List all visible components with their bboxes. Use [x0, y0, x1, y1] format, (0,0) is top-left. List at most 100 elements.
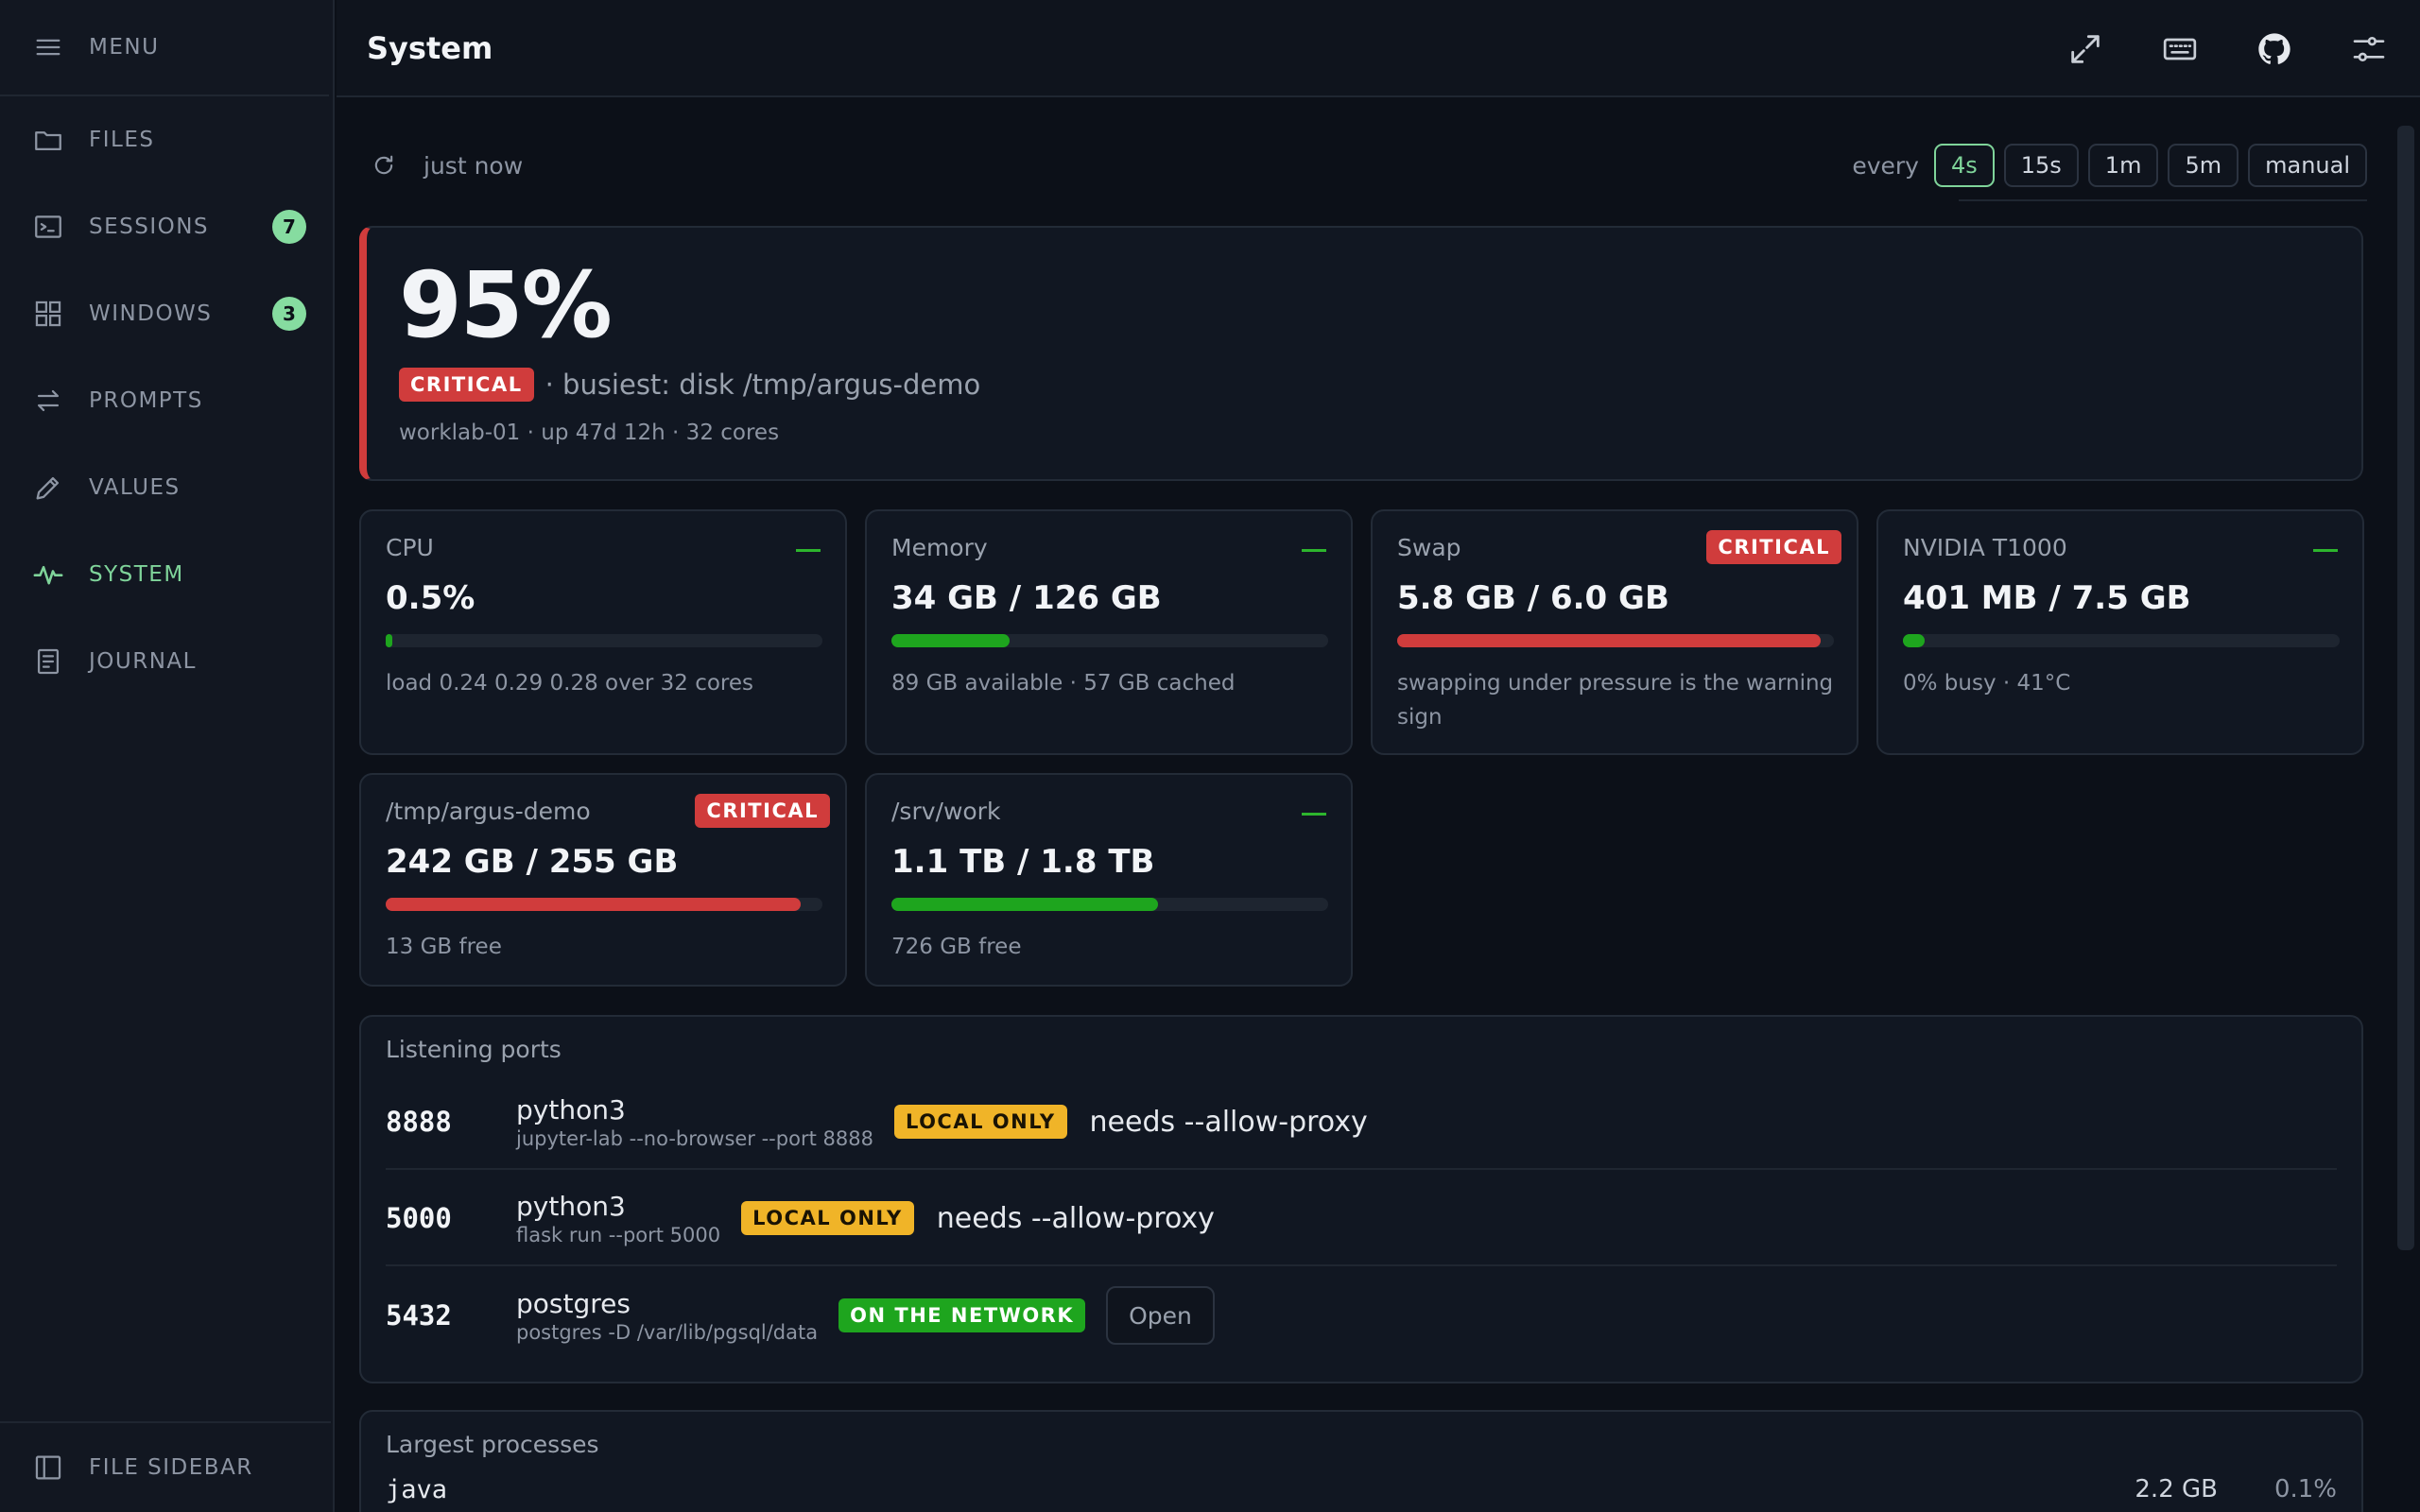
- sidebar-item-label: PROMPTS: [89, 388, 203, 413]
- github-icon[interactable]: [2256, 30, 2293, 68]
- panel-title: Listening ports: [386, 1036, 562, 1063]
- process-name: python3: [516, 1093, 626, 1125]
- card-value: 34 GB / 126 GB: [891, 579, 1162, 617]
- sidebar-item-values[interactable]: VALUES: [0, 459, 331, 516]
- usage-bar-fill: [891, 898, 1158, 911]
- usage-bar-fill: [386, 634, 393, 647]
- journal-icon: [32, 645, 64, 678]
- file-sidebar-label: FILE SIDEBAR: [89, 1455, 253, 1480]
- pencil-icon: [32, 472, 64, 504]
- sidebar-item-label: WINDOWS: [89, 301, 213, 326]
- status-badge: CRITICAL: [399, 368, 534, 402]
- sidebar-item-sessions[interactable]: SESSIONS 7: [0, 198, 331, 255]
- card-note: swapping under pressure is the warning s…: [1397, 671, 1834, 730]
- port-number: 5432: [386, 1299, 452, 1332]
- process-name: java: [386, 1474, 448, 1504]
- menu-toggle[interactable]: MENU: [0, 0, 329, 96]
- sidebar-item-files[interactable]: FILES: [0, 112, 331, 168]
- folder-icon: [32, 124, 64, 156]
- interval-divider: [1959, 199, 2367, 201]
- memory-card: Memory 34 GB / 126 GB 89 GB available · …: [865, 509, 1353, 755]
- top-bar: System: [337, 0, 2420, 97]
- ok-status-indicator: [1302, 549, 1326, 552]
- sidebar-item-label: SYSTEM: [89, 562, 184, 587]
- port-row: 8888 python3 jupyter-lab --no-browser --…: [386, 1075, 2337, 1170]
- interval-4s-button[interactable]: 4s: [1933, 144, 1995, 187]
- usage-bar: [386, 898, 822, 911]
- main-content: just now every 4s 15s 1m 5m manual 95% C…: [337, 99, 2420, 1512]
- usage-bar: [386, 634, 822, 647]
- card-title: /tmp/argus-demo: [386, 798, 591, 825]
- usage-bar-fill: [1397, 634, 1822, 647]
- ok-status-indicator: [796, 549, 821, 552]
- port-note: needs --allow-proxy: [1089, 1105, 1368, 1139]
- overall-usage-percent: 95%: [399, 252, 613, 358]
- process-command: flask run --port 5000: [516, 1223, 721, 1246]
- largest-processes-panel: Largest processes java 2.2 GB 0.1%: [359, 1410, 2363, 1512]
- gpu-card: NVIDIA T1000 401 MB / 7.5 GB 0% busy · 4…: [1876, 509, 2364, 755]
- card-value: 5.8 GB / 6.0 GB: [1397, 579, 1669, 617]
- disk-work-card: /srv/work 1.1 TB / 1.8 TB 726 GB free: [865, 773, 1353, 987]
- system-summary-card: 95% CRITICAL · busiest: disk /tmp/argus-…: [359, 226, 2363, 481]
- refresh-bar: just now every 4s 15s 1m 5m manual: [357, 139, 2367, 201]
- scrollbar-thumb[interactable]: [2397, 126, 2414, 1250]
- card-note: load 0.24 0.29 0.28 over 32 cores: [386, 671, 754, 696]
- sidebar-item-windows[interactable]: WINDOWS 3: [0, 285, 331, 342]
- sidebar-item-prompts[interactable]: PROMPTS: [0, 372, 331, 429]
- card-value: 242 GB / 255 GB: [386, 843, 679, 881]
- interval-5m-button[interactable]: 5m: [2168, 144, 2239, 187]
- expand-icon[interactable]: [2066, 30, 2104, 68]
- keyboard-icon[interactable]: [2161, 30, 2199, 68]
- listening-ports-panel: Listening ports 8888 python3 jupyter-lab…: [359, 1015, 2363, 1383]
- open-port-button[interactable]: Open: [1106, 1286, 1215, 1345]
- card-value: 1.1 TB / 1.8 TB: [891, 843, 1155, 881]
- swap-card: Swap CRITICAL 5.8 GB / 6.0 GB swapping u…: [1371, 509, 1858, 755]
- usage-bar: [1903, 634, 2340, 647]
- usage-bar: [1397, 634, 1834, 647]
- status-badge: CRITICAL: [695, 794, 830, 828]
- file-sidebar-toggle[interactable]: FILE SIDEBAR: [0, 1421, 331, 1512]
- card-title: Swap: [1397, 534, 1461, 561]
- busiest-resource: · busiest: disk /tmp/argus-demo: [544, 369, 981, 401]
- windows-count-badge: 3: [272, 297, 306, 331]
- terminal-icon: [32, 211, 64, 243]
- card-note: 0% busy · 41°C: [1903, 671, 2071, 696]
- interval-15s-button[interactable]: 15s: [2003, 144, 2079, 187]
- exposure-badge: LOCAL ONLY: [741, 1201, 914, 1235]
- panel-title: Largest processes: [386, 1431, 599, 1458]
- process-memory: 2.2 GB: [2135, 1475, 2218, 1503]
- usage-bar-fill: [1903, 634, 1926, 647]
- card-title: NVIDIA T1000: [1903, 534, 2067, 561]
- sidebar-panel-icon: [32, 1452, 64, 1484]
- sidebar-item-label: JOURNAL: [89, 649, 197, 674]
- card-note: 89 GB available · 57 GB cached: [891, 671, 1236, 696]
- card-title: /srv/work: [891, 798, 1001, 825]
- process-cpu: 0.1%: [2273, 1475, 2337, 1503]
- grid-icon: [32, 298, 64, 330]
- ok-status-indicator: [1302, 813, 1326, 816]
- sidebar-item-journal[interactable]: JOURNAL: [0, 633, 331, 690]
- interval-1m-button[interactable]: 1m: [2087, 144, 2159, 187]
- port-number: 5000: [386, 1202, 452, 1234]
- usage-bar-fill: [891, 634, 1010, 647]
- card-value: 0.5%: [386, 579, 475, 617]
- host-info: worklab-01 · up 47d 12h · 32 cores: [399, 421, 780, 445]
- port-row: 5000 python3 flask run --port 5000 LOCAL…: [386, 1172, 2337, 1266]
- every-label: every: [1852, 151, 1919, 180]
- card-note: 726 GB free: [891, 935, 1022, 959]
- hamburger-icon: [32, 31, 64, 63]
- usage-bar: [891, 634, 1328, 647]
- card-title: Memory: [891, 534, 988, 561]
- exposure-badge: LOCAL ONLY: [893, 1105, 1067, 1139]
- port-row: 5432 postgres postgres -D /var/lib/pgsql…: [386, 1268, 2337, 1363]
- swap-arrows-icon: [32, 385, 64, 417]
- sessions-count-badge: 7: [272, 210, 306, 244]
- refresh-icon[interactable]: [357, 139, 410, 192]
- port-number: 8888: [386, 1106, 452, 1138]
- sidebar-item-label: VALUES: [89, 475, 181, 500]
- interval-manual-button[interactable]: manual: [2248, 144, 2367, 187]
- activity-icon: [32, 558, 64, 591]
- sidebar-item-system[interactable]: SYSTEM: [0, 546, 331, 603]
- menu-label: MENU: [89, 35, 160, 60]
- settings-sliders-icon[interactable]: [2350, 30, 2388, 68]
